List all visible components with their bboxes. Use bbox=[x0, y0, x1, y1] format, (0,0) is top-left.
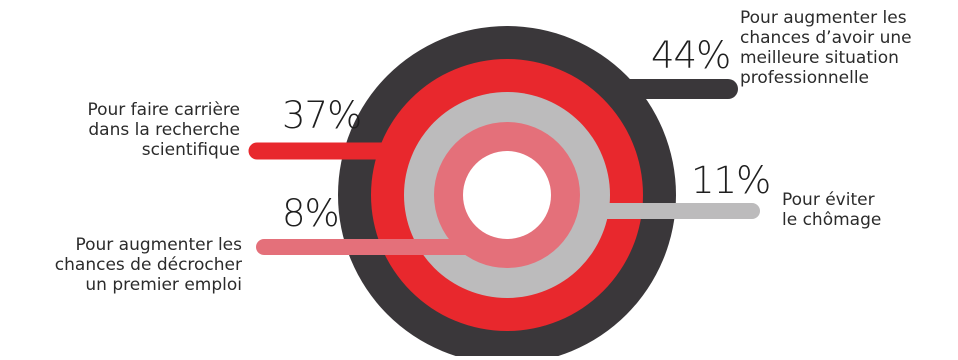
series-label-11-line-1: Pour éviter bbox=[782, 190, 875, 210]
series-label-44-line-1: Pour augmenter les bbox=[740, 8, 907, 28]
series-label-11-line-2: le chômage bbox=[782, 210, 882, 230]
value-label-8: 8% bbox=[282, 192, 340, 235]
series-label-37: Pour faire carrière dans la recherche sc… bbox=[87, 100, 240, 160]
ring-center-hole bbox=[463, 151, 551, 239]
series-label-11: Pour éviter le chômage bbox=[782, 190, 881, 230]
series-label-44: Pour augmenter les chances d’avoir une m… bbox=[740, 8, 912, 88]
series-label-44-line-3: meilleure situation bbox=[740, 48, 899, 68]
value-label-11: 11% bbox=[691, 159, 771, 202]
series-label-8-line-3: un premier emploi bbox=[85, 275, 242, 295]
series-label-8-line-2: chances de décrocher bbox=[54, 255, 242, 275]
series-label-44-line-4: professionnelle bbox=[740, 68, 870, 88]
series-label-8-line-1: Pour augmenter les bbox=[75, 235, 242, 255]
series-label-37-line-2: dans la recherche bbox=[88, 120, 240, 140]
series-label-44-line-2: chances d’avoir une bbox=[740, 28, 912, 48]
series-label-37-line-3: scientifique bbox=[141, 140, 240, 160]
value-label-37: 37% bbox=[282, 94, 362, 137]
value-label-44: 44% bbox=[651, 34, 731, 77]
series-label-37-line-1: Pour faire carrière bbox=[87, 100, 240, 120]
series-label-8: Pour augmenter les chances de décrocher … bbox=[55, 235, 242, 295]
